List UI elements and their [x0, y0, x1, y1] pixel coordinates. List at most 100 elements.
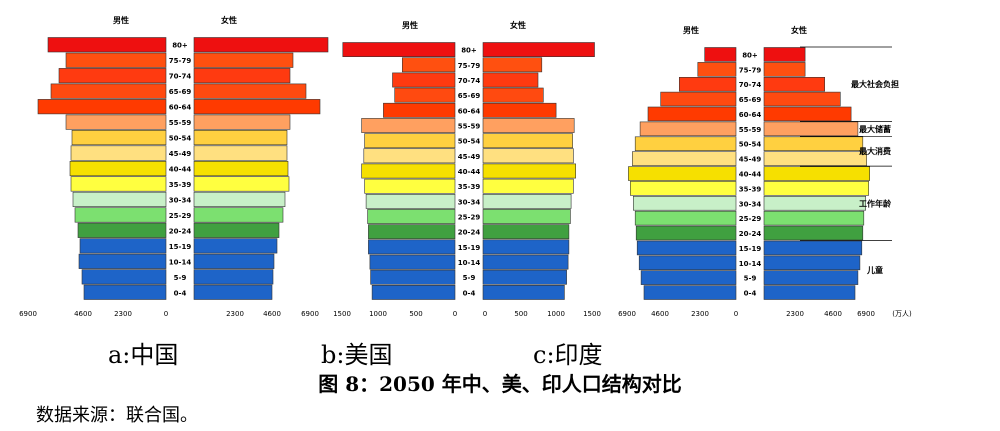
male-bar: [640, 270, 737, 285]
female-bar: [193, 83, 307, 99]
female-bar: [193, 52, 294, 68]
age-group-label: 70-74: [169, 73, 192, 81]
age-group-label: 10-14: [458, 259, 481, 267]
female-bar: [763, 181, 869, 196]
male-bar: [639, 121, 737, 137]
age-group-label: 25-29: [169, 212, 192, 220]
x-tick-label: 500: [409, 310, 422, 318]
female-bar: [763, 166, 870, 181]
female-bar: [482, 42, 595, 57]
female-bar: [763, 210, 865, 226]
age-group-annotation: 最大社会负担: [851, 79, 899, 89]
age-group-label: 20-24: [458, 229, 481, 237]
female-bar: [763, 240, 863, 256]
male-bar: [678, 77, 737, 92]
x-tick-label: 0: [483, 310, 487, 318]
female-bar: [482, 72, 539, 88]
male-bar: [704, 47, 737, 62]
x-tick-label: 4600: [74, 310, 92, 318]
male-bar: [635, 225, 737, 241]
age-group-annotation: 最大储蓄: [859, 124, 891, 134]
male-bar: [367, 209, 456, 224]
female-bar: [193, 222, 280, 238]
female-bar: [482, 254, 569, 270]
age-group-label: 80+: [461, 47, 477, 55]
age-group-label: 55-59: [458, 123, 481, 131]
male-bar: [72, 191, 167, 207]
female-bar: [193, 191, 286, 207]
male-bar: [65, 52, 167, 68]
male-bar: [383, 102, 456, 118]
age-group-label: 20-24: [169, 227, 192, 235]
male-bar: [363, 148, 456, 164]
male-bar: [81, 269, 167, 285]
female-bar: [482, 57, 543, 73]
male-bar: [392, 72, 456, 88]
female-bar: [482, 102, 557, 118]
male-bar: [74, 207, 167, 223]
male-bar: [79, 238, 167, 254]
female-bar: [763, 196, 866, 211]
female-bar: [193, 238, 278, 254]
age-group-label: 65-69: [169, 88, 192, 96]
male-bar: [632, 196, 737, 211]
female-bar: [193, 37, 329, 53]
age-group-label: 40-44: [169, 166, 192, 174]
female-bar: [763, 106, 852, 122]
x-tick-label: 1500: [333, 310, 351, 318]
age-group-label: 0-4: [463, 289, 476, 297]
x-tick-label: 6900: [857, 310, 875, 318]
male-header: 男性: [683, 25, 699, 35]
age-group-label: 70-74: [458, 77, 481, 85]
male-bar: [361, 118, 456, 133]
female-bar: [763, 47, 806, 62]
female-header: 女性: [221, 15, 237, 25]
age-group-label: 50-54: [458, 138, 481, 146]
age-group-label: 50-54: [739, 141, 762, 149]
male-bar: [401, 57, 456, 73]
age-group-label: 15-19: [458, 244, 481, 252]
age-group-label: 40-44: [458, 168, 481, 176]
female-bar: [482, 194, 572, 209]
x-tick-label: 0: [164, 310, 168, 318]
age-group-label: 5-9: [744, 275, 757, 283]
age-group-label: 45-49: [458, 153, 481, 161]
population-pyramids: 0-4 5-9 10-14 15-19 20-24 25-29 30-34 35-39 40-4…: [19, 15, 912, 318]
age-group-label: 5-9: [463, 274, 476, 282]
male-bar: [368, 224, 456, 240]
female-bar: [482, 118, 575, 133]
male-bar: [697, 62, 737, 77]
male-bar: [361, 163, 456, 179]
age-group-label: 10-14: [739, 260, 762, 268]
x-tick-label: 500: [514, 310, 527, 318]
female-bar: [482, 178, 574, 194]
age-group-label: 45-49: [739, 156, 762, 164]
x-tick-label: 2300: [114, 310, 132, 318]
age-group-label: 35-39: [739, 185, 762, 193]
male-header: 男性: [113, 15, 129, 25]
male-bar: [78, 253, 167, 269]
female-bar: [763, 91, 841, 107]
age-group-label: 60-64: [458, 107, 481, 115]
female-bar: [482, 163, 576, 179]
female-bar: [763, 255, 861, 271]
chart-a-label: a:中国: [108, 341, 179, 369]
male-bar: [364, 133, 456, 149]
x-tick-label: 2300: [691, 310, 709, 318]
x-tick-label: 0: [734, 310, 738, 318]
male-bar: [58, 68, 167, 84]
age-group-label: 65-69: [739, 96, 762, 104]
age-group-annotation: 最大消费: [859, 146, 891, 156]
female-bar: [482, 133, 573, 149]
female-bar: [193, 284, 273, 300]
male-bar: [370, 269, 456, 285]
age-group-label: 80+: [172, 42, 188, 50]
male-bar: [71, 130, 167, 146]
age-group-label: 80+: [742, 51, 758, 59]
male-bar: [660, 91, 737, 107]
x-tick-label: 1500: [583, 310, 601, 318]
male-bar: [643, 285, 737, 300]
female-bar: [193, 269, 274, 285]
age-group-label: 10-14: [169, 258, 192, 266]
female-bar: [763, 121, 859, 137]
